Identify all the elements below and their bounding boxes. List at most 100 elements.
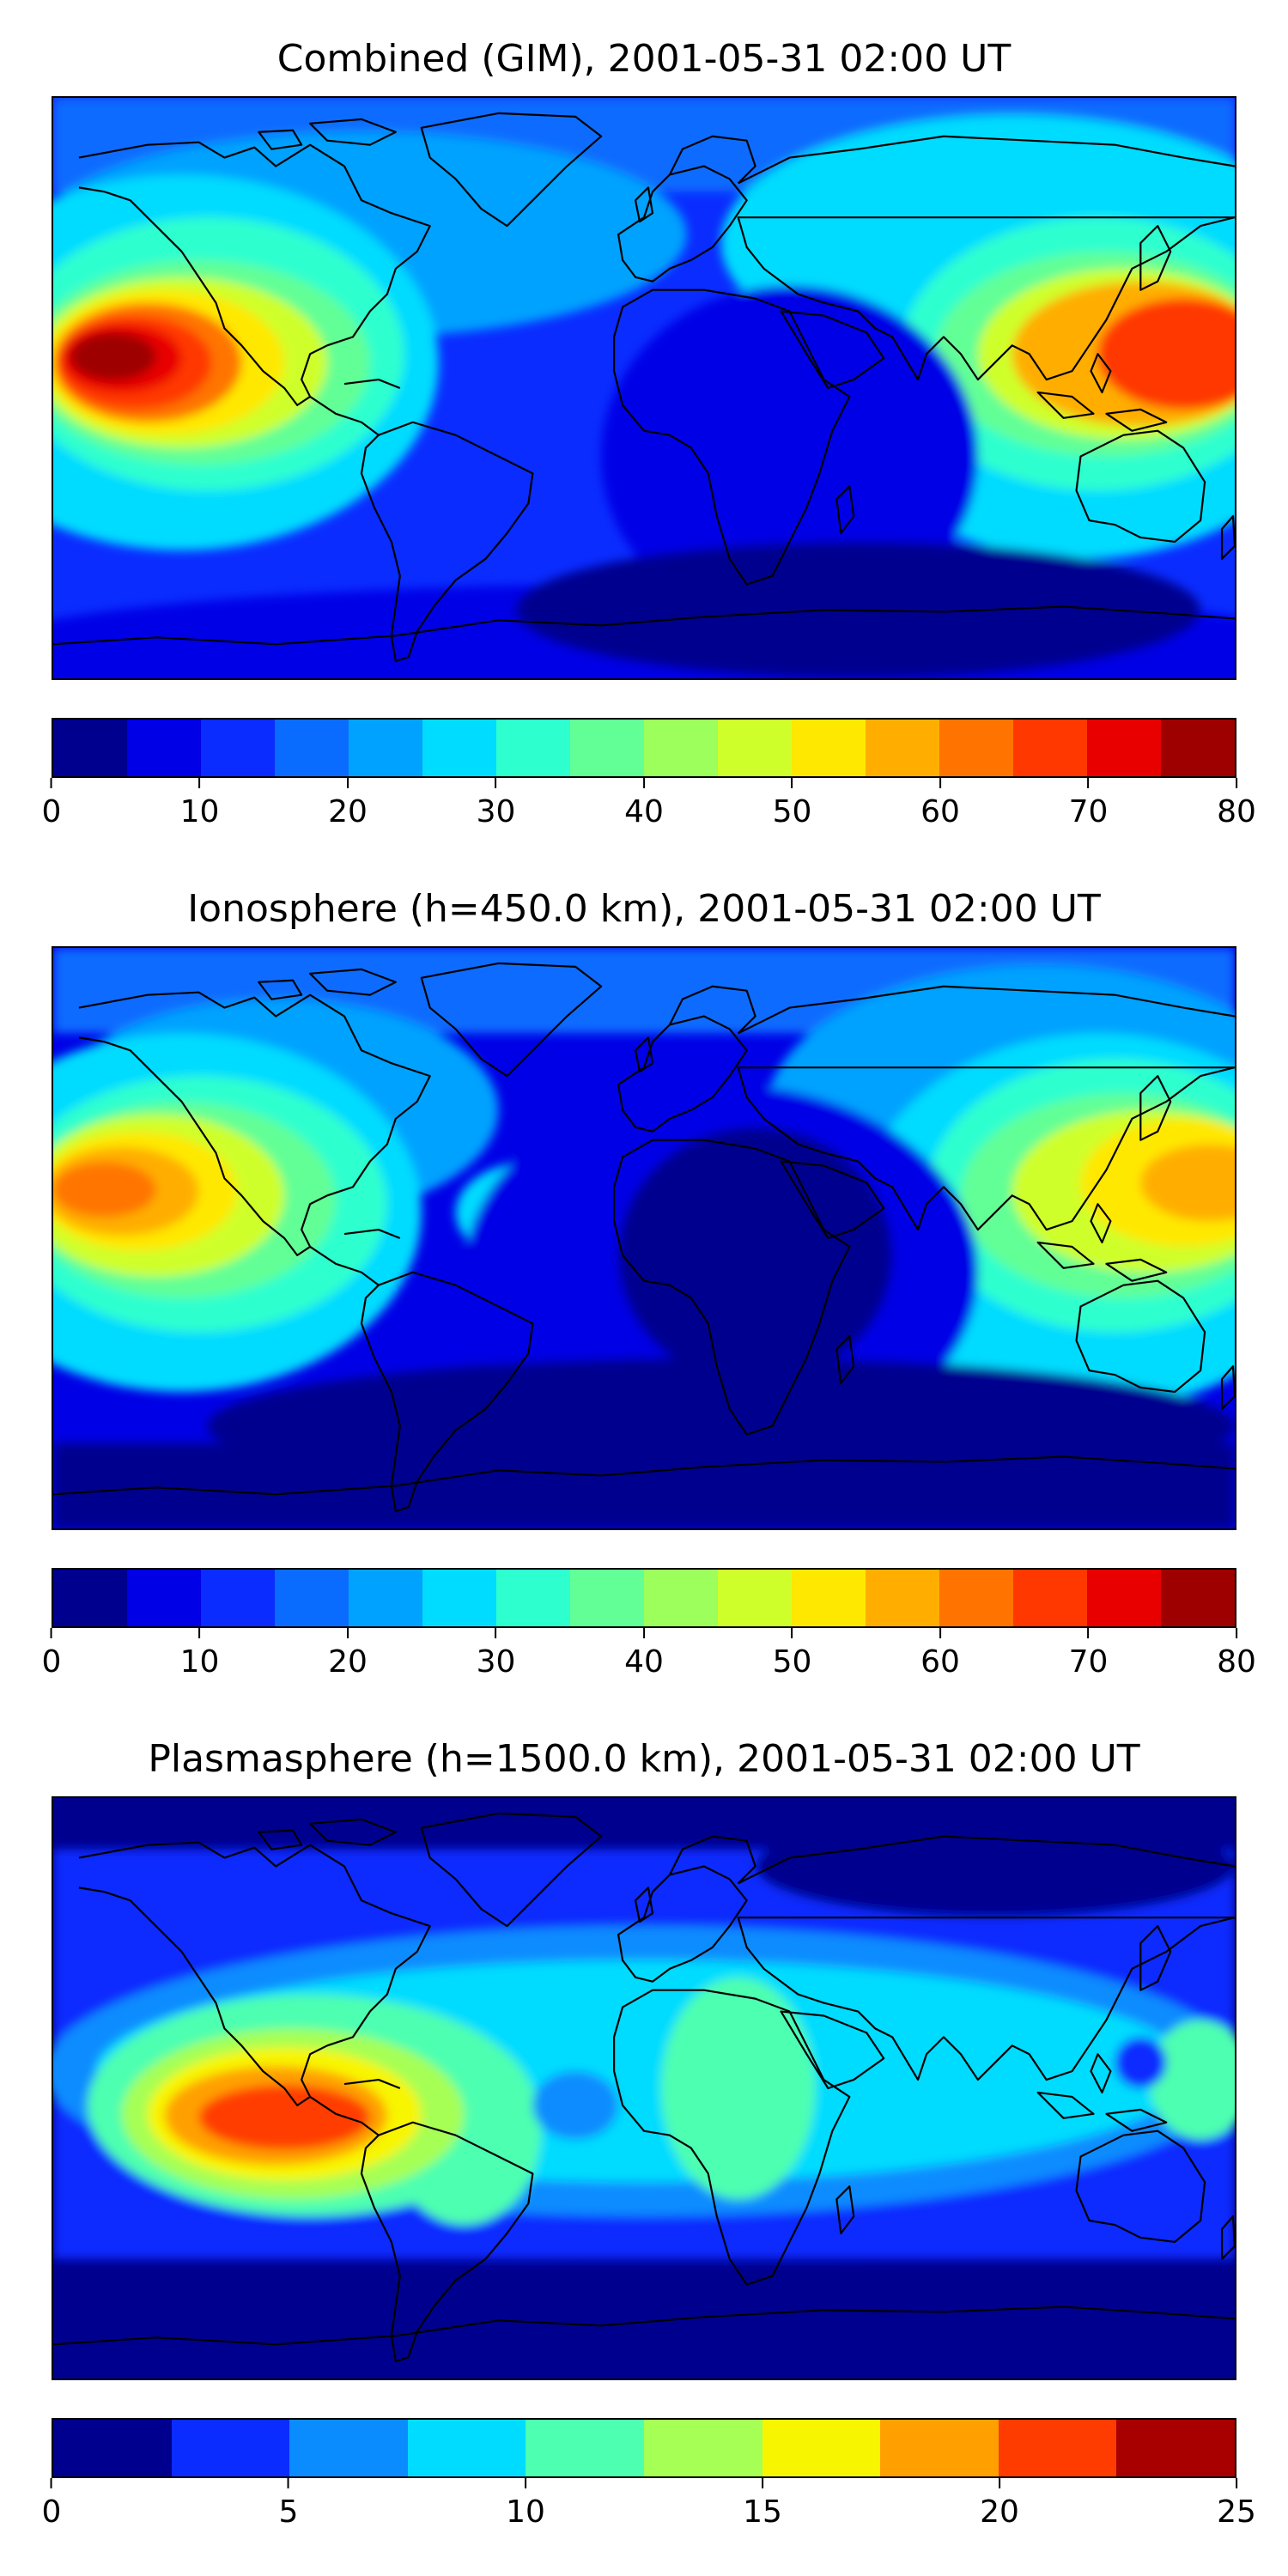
colorbar-segment — [201, 720, 275, 776]
colorbar-ticks: 0 10 20 30 40 50 60 70 80 — [42, 778, 1256, 831]
colorbar-segment — [570, 1570, 644, 1626]
colorbar-segment — [1161, 1570, 1235, 1626]
heatmap-map — [52, 946, 1236, 1530]
colorbar-segment — [422, 1570, 496, 1626]
colorbar-tick-label: 10 — [179, 794, 220, 829]
colorbar — [52, 1568, 1236, 1628]
colorbar-segment — [880, 2420, 999, 2476]
colorbar-tick: 10 — [179, 778, 220, 831]
colorbar-segment — [644, 1570, 718, 1626]
colorbar-segment — [643, 2420, 762, 2476]
colorbar-tick: 60 — [920, 778, 960, 831]
colorbar-tick-label: 15 — [743, 2494, 782, 2530]
colorbar-segment — [407, 2420, 526, 2476]
colorbar-tick: 10 — [506, 2478, 545, 2531]
colorbar-tick-label: 0 — [41, 2494, 62, 2530]
colorbar-segment — [718, 1570, 792, 1626]
colorbar-tick: 20 — [980, 2478, 1019, 2531]
colorbar-segment — [526, 2420, 644, 2476]
colorbar-segment — [570, 720, 644, 776]
colorbar-segment — [53, 720, 127, 776]
colorbar-tick-label: 50 — [772, 1644, 812, 1680]
colorbar-segment — [171, 2420, 290, 2476]
colorbar-tick: 20 — [328, 778, 368, 831]
colorbar-tick: 30 — [476, 1628, 516, 1681]
chart-title: Combined (GIM), 2001-05-31 02:00 UT — [276, 37, 1012, 81]
colorbar-tick: 0 — [41, 778, 62, 831]
colorbar-tick-label: 25 — [1217, 2494, 1256, 2530]
colorbar-segment — [998, 2420, 1117, 2476]
colorbar-segment — [496, 720, 570, 776]
colorbar-tick-label: 10 — [179, 1644, 220, 1680]
colorbar-tick-label: 70 — [1068, 794, 1109, 829]
colorbar-tick-label: 30 — [476, 794, 516, 829]
colorbar-segment — [496, 1570, 570, 1626]
colorbar-tick-label: 10 — [506, 2494, 545, 2530]
colorbar — [52, 718, 1236, 778]
colorbar-tick-label: 80 — [1217, 794, 1256, 829]
colorbar-tick-label: 0 — [41, 794, 62, 829]
heatmap-map — [52, 96, 1236, 680]
colorbar-segment — [644, 720, 718, 776]
colorbar-tick-label: 40 — [624, 1644, 664, 1680]
colorbar-segment — [1087, 1570, 1161, 1626]
colorbar — [52, 2418, 1236, 2478]
colorbar-segment — [53, 2420, 172, 2476]
colorbar-segment — [939, 1570, 1013, 1626]
colorbar-tick-label: 40 — [624, 794, 664, 829]
colorbar-segment — [1116, 2420, 1235, 2476]
colorbar-tick: 0 — [41, 2478, 62, 2531]
colorbar-tick: 20 — [328, 1628, 368, 1681]
colorbar-segment — [866, 1570, 939, 1626]
colorbar-tick: 50 — [773, 778, 811, 831]
colorbar-ticks: 0 10 20 30 40 50 60 70 80 — [42, 1628, 1256, 1681]
colorbar-segment — [201, 1570, 275, 1626]
colorbar-tick: 40 — [624, 1628, 664, 1681]
colorbar-segment — [289, 2420, 408, 2476]
colorbar-tick: 30 — [476, 778, 516, 831]
colorbar-tick: 80 — [1217, 778, 1256, 831]
colorbar-segment — [127, 720, 201, 776]
colorbar-tick: 5 — [279, 2478, 298, 2531]
colorbar-ticks: 0 5 10 15 20 25 — [42, 2478, 1256, 2531]
colorbar-segment — [275, 720, 349, 776]
colorbar-tick-label: 60 — [920, 1644, 960, 1680]
colorbar-tick: 80 — [1217, 1628, 1256, 1681]
colorbar-segment — [866, 720, 939, 776]
colorbar-tick-label: 80 — [1217, 1644, 1256, 1680]
colorbar-tick-label: 0 — [41, 1644, 62, 1680]
colorbar-tick-label: 20 — [328, 794, 368, 829]
colorbar-segment — [1013, 720, 1087, 776]
colorbar-tick: 10 — [179, 1628, 220, 1681]
colorbar-segment — [792, 720, 866, 776]
colorbar-segment — [53, 1570, 127, 1626]
colorbar-segment — [349, 720, 422, 776]
colorbar-segment — [1013, 1570, 1087, 1626]
colorbar-segment — [127, 1570, 201, 1626]
heatmap-map — [52, 1796, 1236, 2380]
colorbar-tick: 15 — [743, 2478, 782, 2531]
chart-title: Ionosphere (h=450.0 km), 2001-05-31 02:0… — [187, 887, 1101, 931]
colorbar-tick: 70 — [1068, 1628, 1109, 1681]
colorbar-segment — [939, 720, 1013, 776]
colorbar-tick-label: 70 — [1068, 1644, 1109, 1680]
colorbar-segment — [762, 2420, 881, 2476]
colorbar-segment — [792, 1570, 866, 1626]
colorbar-segment — [1087, 720, 1161, 776]
colorbar-tick: 25 — [1217, 2478, 1256, 2531]
colorbar-segment — [718, 720, 792, 776]
chart-title: Plasmasphere (h=1500.0 km), 2001-05-31 0… — [148, 1737, 1140, 1781]
colorbar-tick: 0 — [41, 1628, 62, 1681]
colorbar-tick-label: 30 — [476, 1644, 516, 1680]
colorbar-tick-label: 60 — [920, 794, 960, 829]
colorbar-tick-label: 20 — [980, 2494, 1019, 2530]
colorbar-tick: 60 — [920, 1628, 960, 1681]
colorbar-tick: 40 — [624, 778, 664, 831]
colorbar-tick-label: 20 — [328, 1644, 368, 1680]
colorbar-segment — [1161, 720, 1235, 776]
colorbar-segment — [422, 720, 496, 776]
colorbar-segment — [275, 1570, 349, 1626]
colorbar-segment — [349, 1570, 422, 1626]
colorbar-tick: 50 — [772, 1628, 812, 1681]
colorbar-tick: 70 — [1068, 778, 1109, 831]
